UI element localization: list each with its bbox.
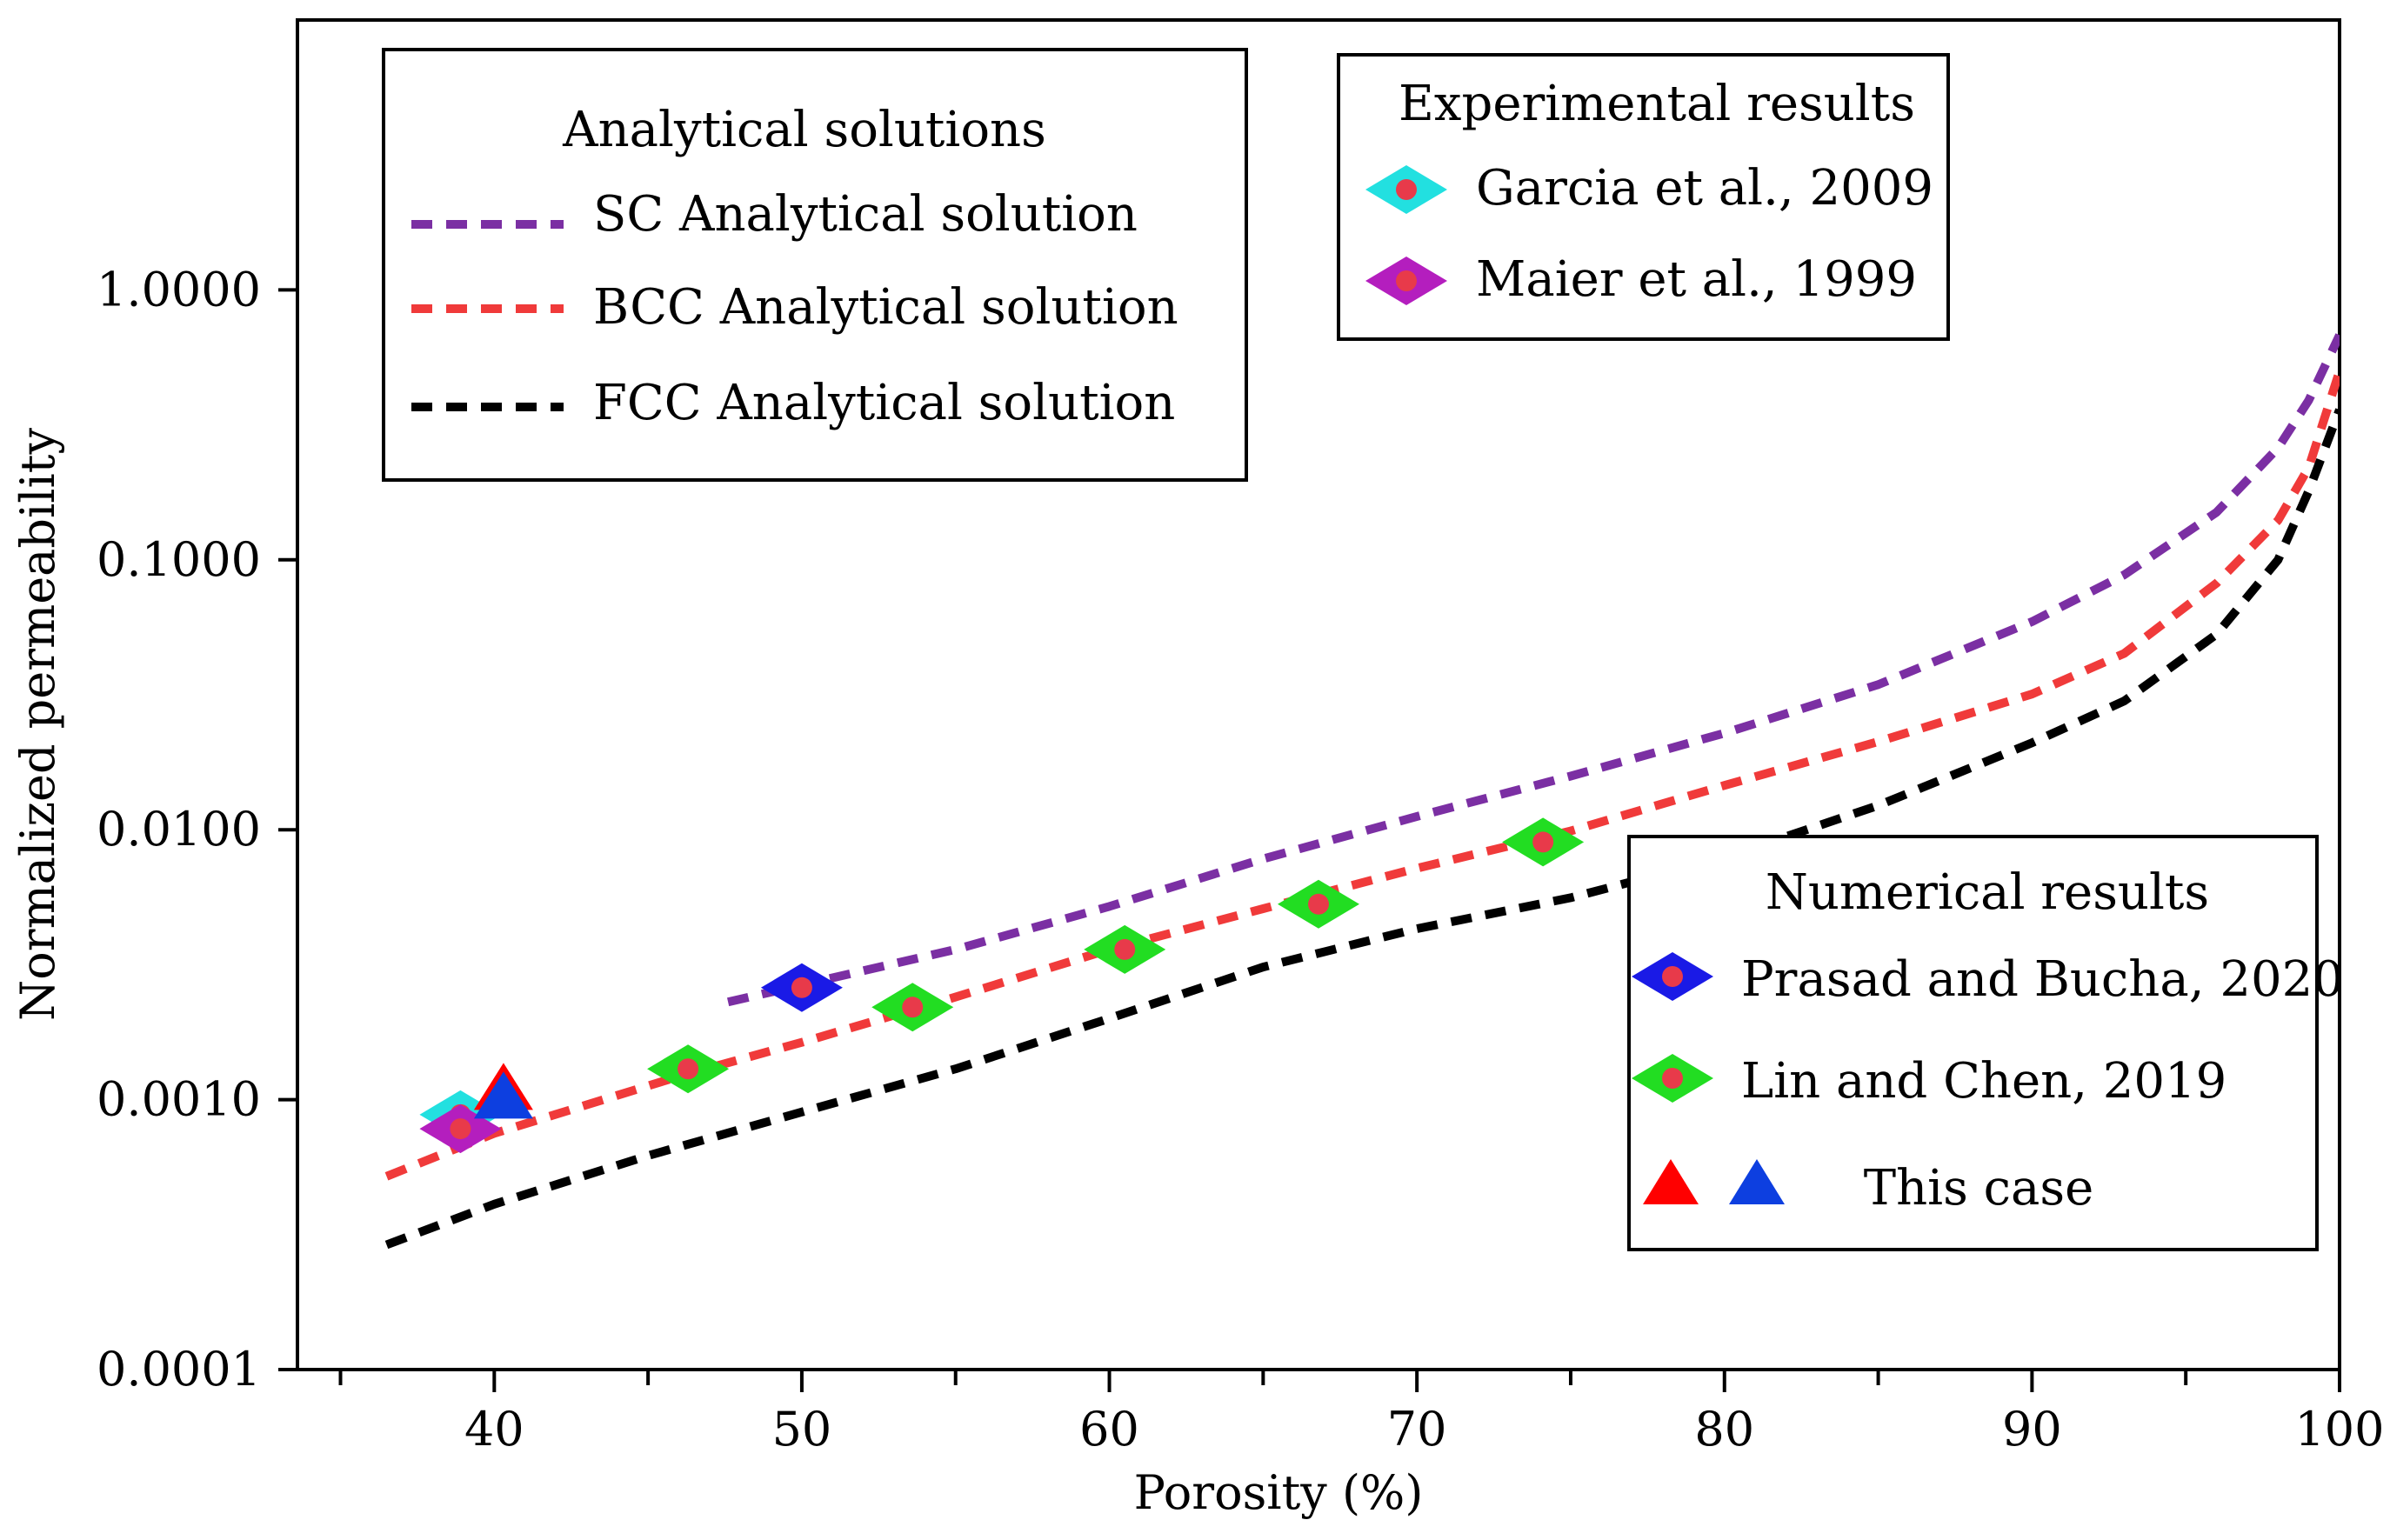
marker-lin [871, 983, 954, 1032]
x-tick-label: 90 [2002, 1402, 2062, 1457]
legend-lin-label: Lin and Chen, 2019 [1741, 1053, 2226, 1110]
y-axis-label: Normalized permeability [10, 428, 65, 1021]
legend-experimental-title: Experimental results [1399, 76, 1915, 132]
x-tick-label: 40 [464, 1402, 524, 1457]
marker-this-case-blue-triangle [473, 1071, 533, 1119]
legend-lin-marker [1632, 1054, 1713, 1103]
legend-numerical: Numerical results Prasad and Bucha, 2020… [1627, 835, 2344, 1251]
marker-lin [1278, 879, 1359, 929]
marker-lin [647, 1044, 730, 1094]
x-tick-label: 50 [772, 1402, 832, 1457]
legend-analytical: Analytical solutions SC Analytical solut… [382, 48, 1248, 482]
legend-prasad-marker [1632, 952, 1713, 1001]
x-axis-label: Porosity (%) [1134, 1465, 1424, 1520]
legend-fcc-label: FCC Analytical solution [593, 375, 1175, 431]
plot-frame [296, 18, 2341, 1371]
y-tick-label: 1.0000 [97, 262, 261, 317]
y-axis-ticks: 0.0001 0.0010 0.0100 0.1000 1.0000 [97, 262, 297, 1397]
legend-experimental-box [1337, 53, 1950, 341]
legend-garcia-marker [1365, 165, 1447, 214]
legend-analytical-title: Analytical solutions [562, 102, 1046, 158]
legend-this-case-blue-triangle [1729, 1159, 1785, 1204]
legend-experimental: Experimental results Garcia et al., 2009… [1337, 53, 1950, 341]
legend-numerical-title: Numerical results [1766, 864, 2209, 921]
legend-maier-marker [1365, 257, 1447, 305]
legend-bcc-label: BCC Analytical solution [593, 279, 1178, 336]
y-tick-label: 0.0001 [97, 1342, 261, 1397]
legend-maier-label: Maier et al., 1999 [1476, 251, 1917, 308]
x-tick-label: 80 [1694, 1402, 1754, 1457]
marker-lin [1084, 924, 1166, 974]
legend-sc-label: SC Analytical solution [593, 186, 1138, 243]
line-sc-analytical [726, 333, 2340, 1007]
x-tick-label: 60 [1079, 1402, 1139, 1457]
y-tick-label: 0.1000 [97, 532, 261, 587]
marker-prasad [760, 963, 843, 1012]
legend-prasad-label: Prasad and Bucha, 2020 [1741, 951, 2344, 1008]
legend-garcia-label: Garcia et al., 2009 [1476, 160, 1933, 217]
series-markers [419, 817, 1585, 1154]
x-tick-label: 70 [1387, 1402, 1447, 1457]
marker-lin [1502, 817, 1585, 867]
legend-this-case-red-triangle [1643, 1159, 1699, 1204]
y-tick-label: 0.0010 [97, 1072, 261, 1127]
x-tick-label: 100 [2294, 1402, 2384, 1457]
legend-this-case-label: This case [1864, 1160, 2094, 1217]
y-tick-label: 0.0100 [97, 802, 261, 857]
series-lines [384, 333, 2340, 1250]
line-bcc-analytical [384, 370, 2340, 1181]
x-axis-ticks: 40 50 60 70 80 90 100 [338, 1370, 2385, 1457]
line-fcc-analytical [384, 408, 2340, 1250]
